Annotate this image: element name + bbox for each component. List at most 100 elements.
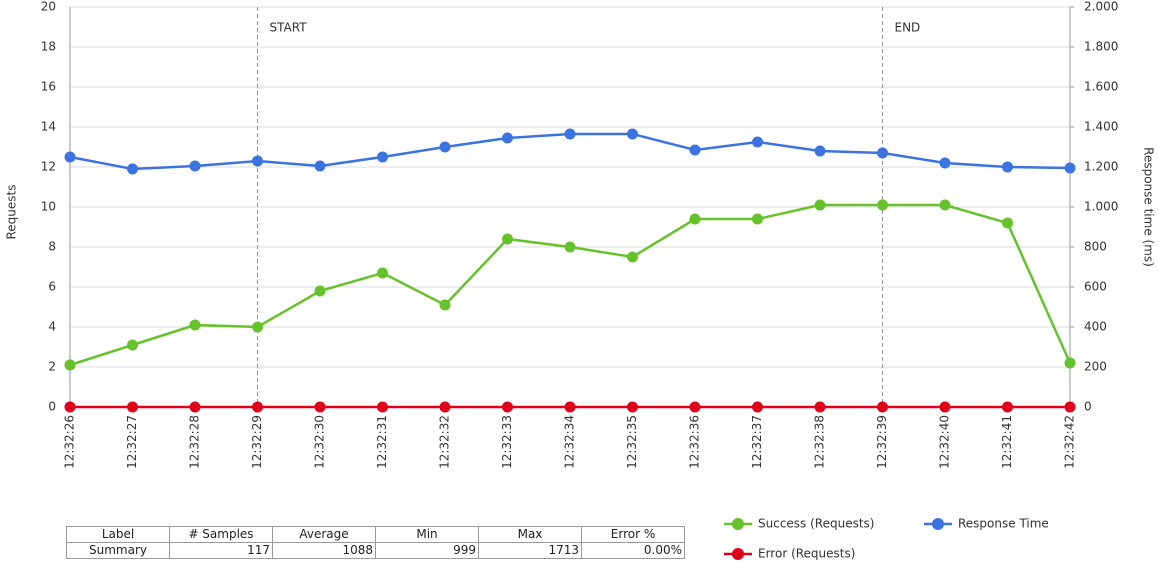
data-point: [752, 401, 763, 413]
data-point: [439, 401, 451, 413]
data-point: [814, 145, 826, 157]
summary-table: Label # Samples Average Min Max Error % Summar…: [66, 526, 685, 559]
data-point: [127, 401, 138, 413]
y2-tick-label: 600: [1084, 280, 1107, 294]
x-tick-label: 12:32:27: [125, 415, 139, 469]
data-point: [627, 128, 638, 140]
table-cell: 1088: [272, 542, 376, 559]
annotation-label: START: [270, 21, 308, 35]
x-tick-label: 12:32:30: [313, 415, 327, 469]
data-point: [564, 241, 576, 253]
table-cell: Average: [272, 526, 376, 543]
y-tick-label: 10: [41, 200, 56, 214]
y-tick-label: 4: [48, 320, 56, 334]
x-tick-label: 12:32:42: [1063, 415, 1077, 469]
table-cell: 117: [169, 542, 273, 559]
data-point: [127, 163, 138, 175]
table-cell: Min: [375, 526, 479, 543]
x-tick-label: 12:32:40: [938, 415, 952, 469]
table-row: Summary 117 1088 999 1713 0.00%: [66, 542, 685, 559]
x-tick-label: 12:32:32: [438, 415, 452, 469]
data-point: [689, 213, 701, 225]
data-point: [1002, 401, 1013, 413]
data-point: [189, 319, 201, 331]
y-tick-label: 18: [41, 40, 56, 54]
data-point: [689, 144, 701, 156]
data-point: [1064, 401, 1076, 413]
y-tick-label: 0: [48, 400, 56, 414]
data-point: [252, 401, 263, 413]
data-point: [1002, 161, 1013, 173]
data-point: [127, 339, 138, 351]
x-tick-label: 12:32:34: [563, 415, 577, 469]
data-point: [564, 401, 576, 413]
x-tick-label: 12:32:37: [750, 415, 764, 469]
data-point: [752, 136, 763, 148]
legend-label: Response Time: [958, 517, 1049, 531]
table-cell: Summary: [66, 542, 170, 559]
annotation-label: END: [895, 21, 921, 35]
y2-tick-label: 400: [1084, 320, 1107, 334]
data-point: [314, 285, 326, 297]
data-point: [377, 151, 388, 163]
data-point: [439, 299, 451, 311]
legend-marker: [932, 518, 944, 530]
y2-tick-label: 1.600: [1084, 80, 1118, 94]
data-point: [377, 401, 388, 413]
x-tick-label: 12:32:35: [625, 415, 639, 469]
data-point: [314, 401, 326, 413]
x-tick-label: 12:32:26: [63, 415, 77, 469]
data-point: [252, 155, 263, 167]
x-tick-label: 12:32:38: [813, 415, 827, 469]
y2-tick-label: 800: [1084, 240, 1107, 254]
x-tick-label: 12:32:41: [1000, 415, 1014, 469]
legend-marker: [732, 518, 744, 530]
data-point: [502, 233, 513, 245]
y-tick-label: 20: [41, 0, 56, 14]
data-point: [627, 401, 638, 413]
data-point: [64, 401, 76, 413]
data-point: [314, 160, 326, 172]
y2-axis-title: Response time (ms): [1142, 147, 1156, 267]
data-point: [1002, 217, 1013, 229]
data-point: [939, 157, 951, 169]
data-point: [564, 128, 576, 140]
legend-label: Success (Requests): [758, 517, 874, 531]
data-point: [1064, 357, 1076, 369]
table-cell: Max: [478, 526, 582, 543]
x-tick-label: 12:32:33: [500, 415, 514, 469]
table-header: Label # Samples Average Min Max Error %: [66, 526, 685, 543]
data-point: [814, 401, 826, 413]
legend-marker: [732, 548, 744, 560]
y2-tick-label: 200: [1084, 360, 1107, 374]
y-axis-title: Requests: [5, 185, 19, 240]
x-tick-label: 12:32:28: [188, 415, 202, 469]
x-tick-label: 12:32:39: [875, 415, 889, 469]
data-point: [377, 267, 388, 279]
data-point: [1064, 162, 1076, 174]
data-point: [189, 160, 201, 172]
table-cell: 999: [375, 542, 479, 559]
table-cell: # Samples: [169, 526, 273, 543]
data-point: [64, 151, 76, 163]
y2-tick-label: 2.000: [1084, 0, 1118, 14]
y2-tick-label: 1.400: [1084, 120, 1118, 134]
table-cell: Label: [66, 526, 170, 543]
data-point: [252, 321, 263, 333]
x-tick-label: 12:32:31: [375, 415, 389, 469]
y-tick-label: 16: [41, 80, 56, 94]
data-point: [877, 147, 888, 159]
data-point: [439, 141, 451, 153]
data-point: [502, 401, 513, 413]
legend-label: Error (Requests): [758, 547, 855, 561]
y2-tick-label: 1.000: [1084, 200, 1118, 214]
table-cell: Error %: [581, 526, 685, 543]
data-point: [939, 199, 951, 211]
x-tick-label: 12:32:29: [250, 415, 264, 469]
data-point: [64, 359, 76, 371]
series-line: [69, 203, 1072, 367]
data-point: [189, 401, 201, 413]
y-tick-label: 12: [41, 160, 56, 174]
